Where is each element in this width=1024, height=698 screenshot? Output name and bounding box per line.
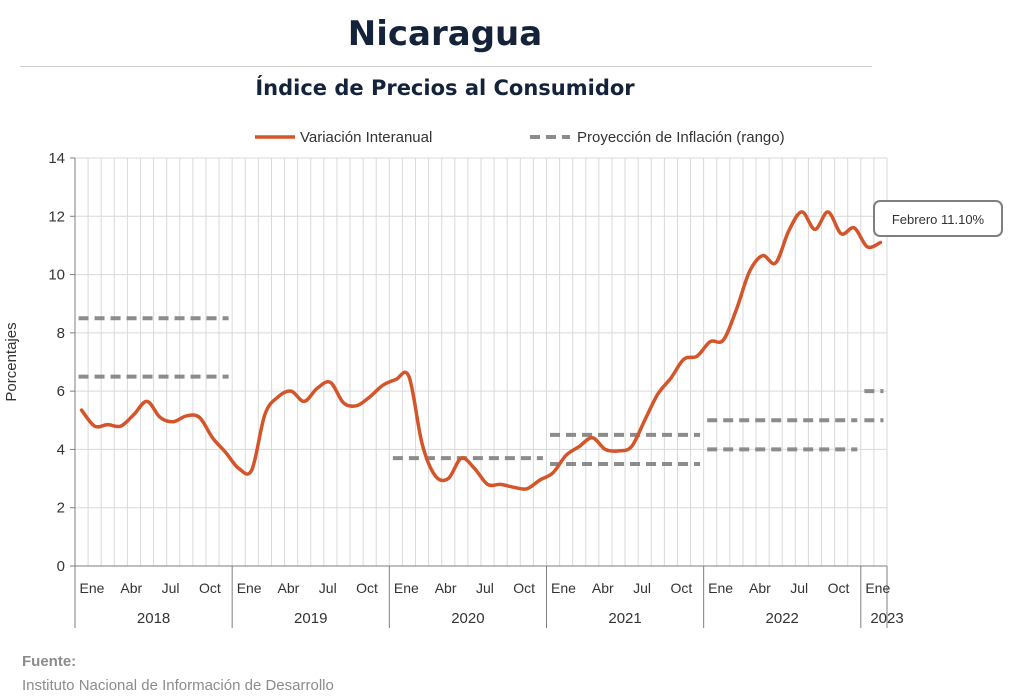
legend: Variación Interanual Proyección de Inflac… — [255, 129, 785, 146]
x-tick-label: Oct — [670, 580, 692, 596]
legend-label-interannual: Variación Interanual — [300, 129, 432, 146]
year-label: 2022 — [766, 610, 799, 627]
x-tick-label: Abr — [278, 580, 300, 596]
x-tick-label: Jul — [790, 580, 808, 596]
year-label: 2018 — [137, 610, 170, 627]
x-tick-label: Jul — [633, 580, 651, 596]
x-tick-label: Ene — [708, 580, 733, 596]
x-tick-label: Oct — [199, 580, 221, 596]
year-label: 2023 — [870, 610, 903, 627]
axes — [70, 157, 888, 628]
x-tick-label: Abr — [435, 580, 457, 596]
interannual-series — [79, 210, 883, 491]
x-tick-labels: Ene Abr Jul Oct 2018 Ene Abr Jul Oct 2019 Ene Abr Ju… — [80, 580, 904, 627]
source-text: Instituto Nacional de Información de Des… — [22, 677, 334, 694]
x-tick-label: Ene — [80, 580, 105, 596]
x-tick-label: Ene — [865, 580, 890, 596]
year-label: 2021 — [608, 610, 641, 627]
x-tick-label: Oct — [356, 580, 378, 596]
legend-label-projection: Proyección de Inflación (rango) — [577, 129, 785, 146]
y-axis-label: Porcentajes — [3, 322, 20, 401]
y-tick-label: 0 — [57, 558, 65, 575]
x-tick-label: Abr — [749, 580, 771, 596]
x-tick-label: Oct — [513, 580, 535, 596]
chart-subtitle: Índice de Precios al Consumidor — [255, 76, 635, 100]
y-tick-label: 12 — [48, 208, 65, 225]
x-tick-label: Jul — [319, 580, 337, 596]
annotation: Febrero 11.10% — [873, 200, 1003, 237]
source-label: Fuente: — [22, 653, 77, 670]
y-tick-labels: 0 2 4 6 8 10 12 14 — [48, 150, 65, 575]
source-note: Fuente: Instituto Nacional de Informació… — [22, 650, 334, 698]
x-tick-label: Ene — [237, 580, 262, 596]
y-tick-label: 14 — [48, 150, 65, 167]
x-tick-label: Abr — [592, 580, 614, 596]
year-label: 2020 — [451, 610, 484, 627]
y-tick-label: 6 — [57, 383, 65, 400]
x-tick-label: Jul — [476, 580, 494, 596]
year-label: 2019 — [294, 610, 327, 627]
y-tick-label: 2 — [57, 500, 65, 517]
x-tick-label: Ene — [394, 580, 419, 596]
y-tick-label: 4 — [57, 441, 65, 458]
x-tick-label: Abr — [120, 580, 142, 596]
series-line — [79, 210, 883, 491]
y-tick-label: 10 — [48, 267, 65, 284]
chart-title: Nicaragua — [347, 14, 543, 54]
title-divider — [20, 66, 872, 67]
y-tick-label: 8 — [57, 325, 65, 342]
projection-series — [78, 316, 884, 466]
x-tick-label: Ene — [551, 580, 576, 596]
grid-lines — [74, 157, 888, 567]
annotation-box — [873, 200, 1003, 237]
x-tick-label: Jul — [162, 580, 180, 596]
x-tick-label: Oct — [828, 580, 850, 596]
annotation-label: Febrero 11.10% — [892, 212, 985, 227]
